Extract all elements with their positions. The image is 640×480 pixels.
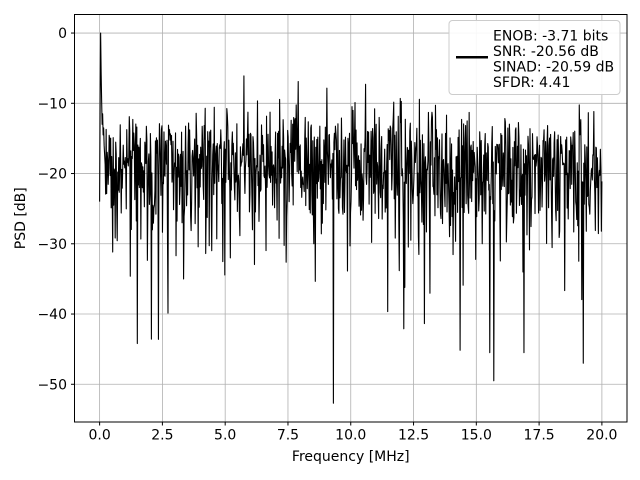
legend-box [448,20,621,95]
x-tick-label: 20.0 [586,428,617,444]
legend-enob: ENOB: -3.71 bits [493,29,608,45]
y-tick-label: −40 [37,307,67,323]
x-tick-label: 0.0 [88,428,110,444]
x-axis-label: Frequency [MHz] [292,449,410,465]
x-tick-label: 15.0 [461,428,492,444]
x-tick-labels: 0.0 2.5 5.0 7.5 10.0 12.5 15.0 17.5 20.0 [88,428,617,444]
y-tick-label: 0 [58,26,67,42]
y-tick-marks [71,32,75,385]
x-tick-label: 5.0 [214,428,236,444]
x-tick-label: 12.5 [398,428,429,444]
legend-sfdr: SFDR: 4.41 [493,75,570,91]
y-axis-label: PSD [dB] [13,187,29,249]
legend-snr: SNR: -20.56 dB [493,44,599,60]
legend: ENOB: -3.71 bits SNR: -20.56 dB SINAD: -… [448,20,621,95]
x-tick-label: 10.0 [335,428,366,444]
y-tick-label: −50 [37,377,67,393]
y-tick-labels: 0 −10 −20 −30 −40 −50 [37,26,67,393]
y-tick-label: −20 [37,167,67,183]
y-gridlines [74,32,627,385]
legend-sinad: SINAD: -20.59 dB [493,60,614,76]
x-tick-label: 17.5 [524,428,555,444]
x-tick-label: 7.5 [277,428,299,444]
x-tick-marks [99,422,603,426]
psd-trace [99,32,603,404]
y-tick-label: −10 [37,96,67,112]
x-tick-label: 2.5 [151,428,173,444]
y-tick-label: −30 [37,237,67,253]
